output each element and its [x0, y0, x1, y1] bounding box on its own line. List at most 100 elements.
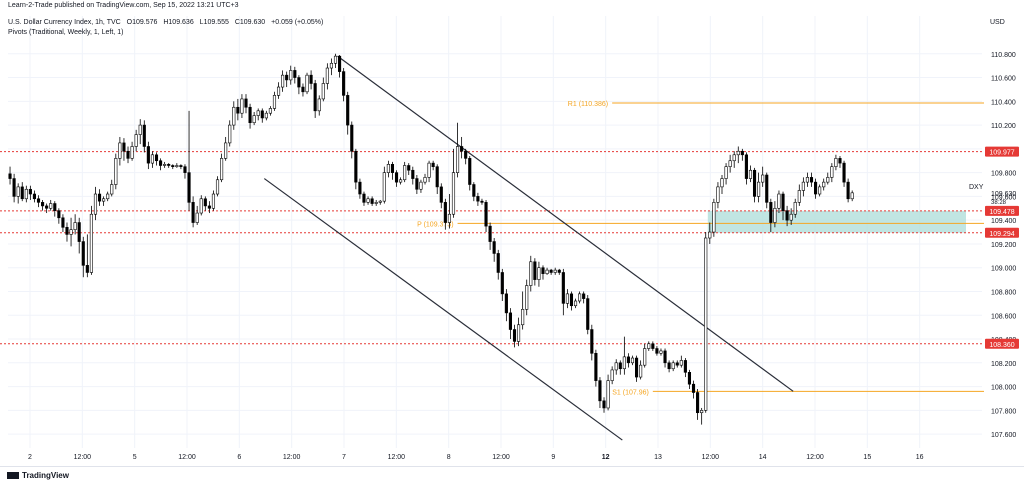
- candle: [805, 172, 809, 187]
- descending-channel: [263, 55, 794, 441]
- candle-body: [704, 237, 708, 411]
- level-price-label: 109.294: [989, 231, 1014, 238]
- pivot-label: P (109.373): [417, 221, 453, 228]
- candle-body: [386, 164, 390, 173]
- candle-body: [232, 106, 236, 126]
- candle: [118, 136, 122, 166]
- symbol-name[interactable]: U.S. Dollar Currency Index, 1h, TVC: [8, 19, 121, 26]
- bar-countdown-label: 38:28: [991, 200, 1007, 206]
- price-tick-label: 110.400: [991, 99, 1016, 106]
- candle-body: [346, 95, 350, 126]
- level-price-label: 108.360: [989, 342, 1014, 349]
- candle: [451, 148, 456, 218]
- indicator-legend[interactable]: Pivots (Traditional, Weekly, 1, Left, 1): [8, 29, 124, 36]
- candle-body: [809, 177, 814, 183]
- candle: [716, 182, 720, 209]
- candle: [712, 198, 716, 237]
- candle-body: [687, 372, 692, 385]
- candle-body: [517, 324, 521, 342]
- candle-body: [691, 383, 696, 393]
- tradingview-logo[interactable]: TradingView: [7, 471, 69, 480]
- candle-body: [765, 174, 769, 203]
- candle: [435, 164, 439, 195]
- candle: [846, 178, 850, 203]
- candle-body: [366, 198, 370, 203]
- candle-body: [12, 178, 16, 197]
- candle-body: [834, 158, 838, 167]
- time-tick-label: 13: [654, 454, 662, 461]
- candle: [244, 94, 248, 114]
- candle: [508, 308, 513, 340]
- candle-body: [460, 146, 464, 152]
- candle-body: [382, 172, 386, 202]
- candle-body: [468, 158, 472, 185]
- candle-body: [573, 300, 578, 307]
- candle-body: [716, 186, 720, 203]
- candle-body: [260, 110, 264, 119]
- candle-body: [53, 203, 57, 211]
- close-value: C109.630: [234, 19, 266, 26]
- candle: [134, 129, 138, 152]
- candle-body: [455, 146, 460, 173]
- candle: [366, 196, 370, 205]
- time-tick-label: 14: [759, 454, 767, 461]
- candle-body: [614, 362, 618, 371]
- candle: [630, 355, 635, 366]
- candle: [785, 205, 789, 227]
- candle-body: [167, 164, 171, 166]
- candle-body: [708, 231, 712, 239]
- candle: [407, 163, 411, 176]
- candle-body: [138, 124, 142, 135]
- time-tick-label: 8: [447, 454, 451, 461]
- candle: [724, 163, 728, 185]
- candle: [708, 222, 712, 244]
- candle-body: [496, 253, 500, 273]
- price-tick-label: 108.200: [991, 361, 1016, 368]
- candle-body: [114, 158, 118, 185]
- time-tick-label: 12:00: [702, 454, 720, 461]
- candle-body: [358, 181, 362, 195]
- candle: [732, 151, 736, 168]
- candle: [696, 388, 700, 420]
- candle: [488, 222, 492, 250]
- candle: [232, 101, 236, 130]
- candle: [814, 178, 818, 199]
- candle: [419, 179, 423, 193]
- candle-body: [789, 213, 793, 221]
- candle-body: [179, 165, 183, 167]
- candle-body: [728, 160, 732, 167]
- candle: [36, 195, 41, 208]
- candle: [171, 164, 175, 170]
- candle-body: [846, 181, 850, 200]
- candle-body: [635, 357, 639, 378]
- channel-line-upper: [337, 55, 794, 392]
- candle: [386, 160, 390, 178]
- candle-body: [126, 150, 130, 159]
- candle-body: [655, 348, 659, 354]
- candle-body: [757, 181, 761, 197]
- candle: [236, 98, 240, 121]
- time-tick-label: 2: [28, 454, 32, 461]
- time-axis[interactable]: 2 12:00 5 12:00 6 12:00 7 12:00 8 12:00 9 12 13 12:00…: [28, 454, 924, 461]
- candle: [639, 360, 643, 380]
- candle: [655, 346, 659, 356]
- candle-body: [93, 193, 98, 215]
- candle-body: [569, 293, 574, 307]
- candle: [297, 75, 301, 95]
- candle-body: [65, 227, 69, 235]
- candle-body: [150, 154, 154, 164]
- pivot-label: S1 (107.96): [612, 389, 649, 396]
- candle-body: [472, 184, 476, 197]
- candle-body: [675, 362, 679, 366]
- time-tick-label: 12:00: [74, 454, 92, 461]
- candle: [69, 217, 73, 247]
- candle: [675, 360, 679, 368]
- candle-body: [659, 350, 663, 354]
- support-zone-box: [707, 210, 966, 233]
- price-axis[interactable]: 110.800110.600110.400110.200110.000109.8…: [991, 52, 1016, 439]
- candle: [740, 148, 744, 161]
- candle-body: [533, 261, 537, 280]
- candle-body: [301, 86, 305, 93]
- candle: [350, 121, 354, 159]
